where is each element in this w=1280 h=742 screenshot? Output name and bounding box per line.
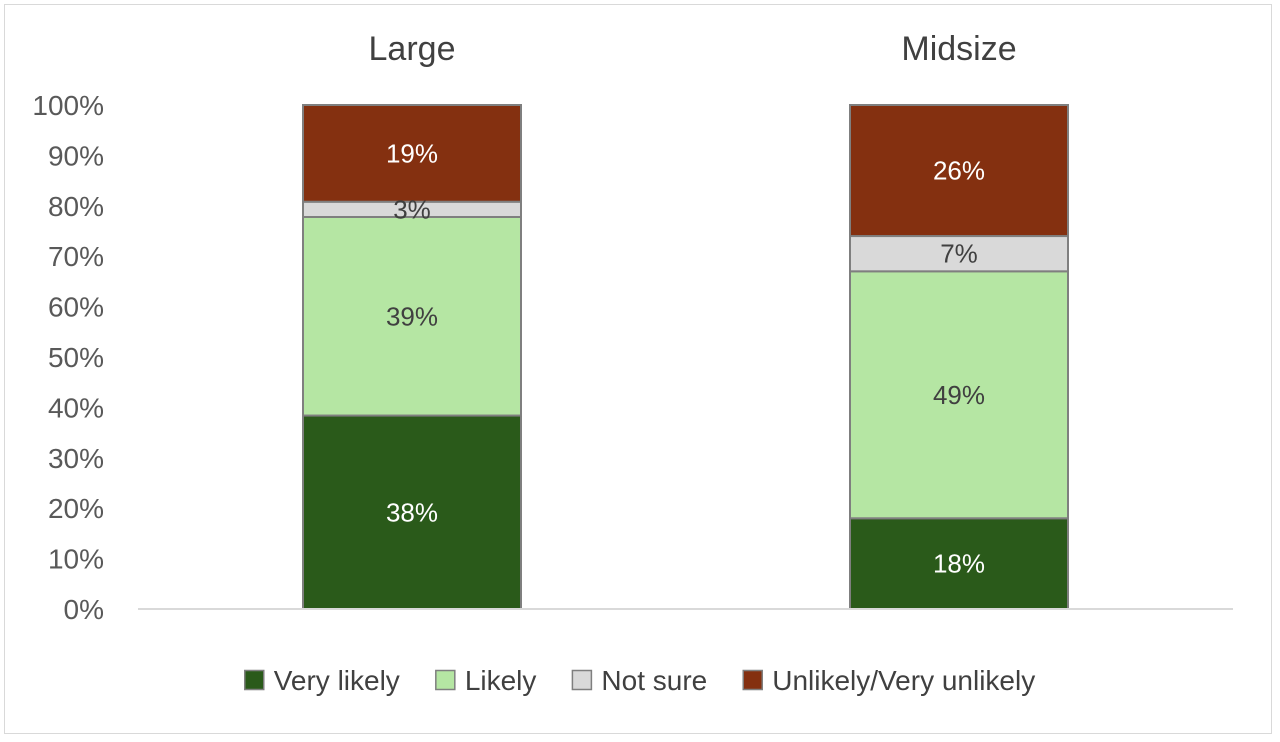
legend-swatch xyxy=(244,669,265,691)
bar-segment xyxy=(849,235,1069,273)
legend-swatch xyxy=(742,669,763,691)
data-label: 7% xyxy=(940,239,978,269)
y-tick-label: 70% xyxy=(48,241,104,272)
y-tick-label: 20% xyxy=(48,493,104,524)
y-tick-label: 80% xyxy=(48,191,104,222)
legend-entry: Likely xyxy=(465,665,537,696)
y-tick-label: 40% xyxy=(48,392,104,423)
data-label: 26% xyxy=(933,156,985,186)
data-label: 49% xyxy=(933,380,985,410)
bars xyxy=(302,104,1069,611)
data-label: 18% xyxy=(933,549,985,579)
data-label: 38% xyxy=(386,497,438,527)
category-labels: Large Midsize xyxy=(369,30,1017,68)
y-tick-label: 50% xyxy=(48,342,104,373)
category-label: Midsize xyxy=(901,30,1016,68)
y-tick-label: 60% xyxy=(48,292,104,323)
y-tick-label: 10% xyxy=(48,544,104,575)
y-tick-label: 0% xyxy=(64,594,104,625)
y-axis-ticks: 0% 10% 20% 30% 40% 50% 60% 70% 80% 90% 100% xyxy=(32,90,104,625)
category-label: Large xyxy=(369,30,456,68)
bar-segment xyxy=(849,104,1069,238)
legend-entry: Very likely xyxy=(274,665,400,696)
y-tick-label: 100% xyxy=(32,90,104,121)
legend: Very likely Likely Not sure Unlikely/Very u… xyxy=(244,665,1035,696)
bar-segment xyxy=(849,270,1069,520)
data-label: 3% xyxy=(393,194,431,224)
bar-segment xyxy=(302,414,522,610)
bar-segment xyxy=(302,104,522,203)
y-tick-label: 30% xyxy=(48,443,104,474)
y-tick-label: 90% xyxy=(48,140,104,171)
legend-entry: Unlikely/Very unlikely xyxy=(772,665,1035,696)
data-label: 19% xyxy=(386,138,438,168)
legend-entry: Not sure xyxy=(601,665,707,696)
data-labels: 38% 39% 3% 19% 18% 49% 7% 26% xyxy=(386,138,985,578)
legend-swatch xyxy=(571,669,593,691)
data-label: 39% xyxy=(386,301,438,331)
legend-swatch xyxy=(435,669,456,691)
